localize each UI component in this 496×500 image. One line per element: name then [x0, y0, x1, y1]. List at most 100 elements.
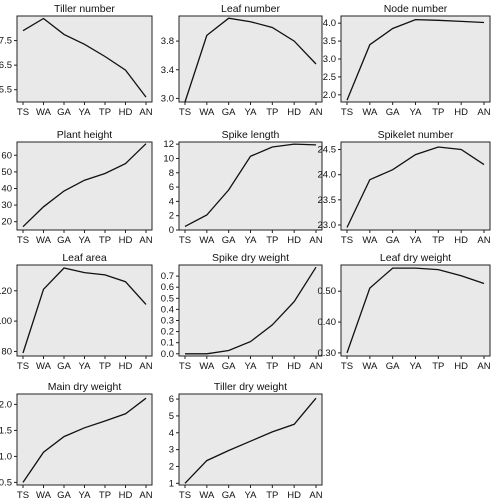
panel-title: Main dry weight — [48, 381, 122, 393]
y-tick-label: 2.5 — [323, 72, 336, 83]
x-tick-label: GA — [57, 107, 71, 118]
x-tick-label: WA — [199, 490, 215, 500]
y-tick-label: 3.8 — [161, 36, 174, 47]
x-tick-label: TS — [17, 107, 29, 118]
x-tick-label: YA — [410, 235, 423, 246]
y-tick-label: 0.2 — [161, 327, 174, 338]
panel-frame — [178, 264, 323, 357]
y-tick-label: 20 — [1, 217, 12, 228]
x-tick-label: TS — [17, 235, 29, 246]
x-tick-label: HD — [119, 361, 133, 372]
panel-frame — [16, 15, 153, 103]
y-tick-label: 40 — [1, 183, 12, 194]
series-line — [185, 266, 317, 355]
panel-title: Spike length — [222, 129, 280, 141]
panel-frame — [16, 141, 153, 231]
panel-title: Tiller number — [54, 3, 115, 15]
y-tick-label: 2 — [169, 461, 174, 472]
x-tick-label: HD — [287, 361, 301, 372]
x-tick-label: WA — [36, 107, 52, 118]
x-tick-label: HD — [119, 235, 133, 246]
y-tick-label: 5 — [169, 411, 174, 422]
x-tick-label: AN — [139, 107, 152, 118]
x-tick-label: AN — [477, 235, 490, 246]
x-tick-label: TP — [266, 490, 278, 500]
x-tick-label: WA — [199, 235, 215, 246]
x-tick-label: YA — [79, 107, 92, 118]
y-tick-label: 3.0 — [323, 54, 336, 65]
series-line — [22, 143, 147, 228]
panel-frame — [178, 15, 323, 103]
y-tick-label: 0.5 — [0, 477, 12, 488]
y-tick-label: 2 — [169, 211, 174, 222]
y-tick-label: 24.0 — [318, 170, 337, 181]
series-line — [22, 267, 147, 354]
x-tick-label: TS — [17, 490, 29, 500]
x-tick-label: TS — [341, 361, 353, 372]
y-tick-label: 10 — [163, 153, 174, 164]
y-tick-label: 12 — [163, 139, 174, 150]
x-tick-label: TP — [266, 361, 278, 372]
x-tick-label: WA — [36, 490, 52, 500]
x-tick-label: WA — [199, 361, 215, 372]
y-tick-label: 0.6 — [161, 282, 174, 293]
panel-frame — [178, 141, 323, 231]
x-tick-label: TP — [432, 107, 444, 118]
x-tick-label: GA — [386, 361, 400, 372]
x-tick-label: HD — [287, 235, 301, 246]
y-tick-label: 3 — [169, 445, 174, 456]
series-line — [346, 146, 485, 228]
y-tick-label: 7.5 — [0, 36, 12, 47]
y-tick-label: 8 — [169, 168, 174, 179]
y-tick-label: 2.0 — [323, 90, 336, 101]
x-tick-label: WA — [362, 361, 378, 372]
x-tick-label: GA — [57, 361, 71, 372]
x-tick-label: GA — [57, 235, 71, 246]
panel-title: Leaf dry weight — [380, 252, 451, 264]
x-tick-label: AN — [309, 107, 322, 118]
x-tick-label: TS — [341, 235, 353, 246]
x-tick-label: AN — [139, 490, 152, 500]
panel-title: Leaf number — [221, 3, 280, 15]
series-line — [346, 267, 485, 354]
x-tick-label: AN — [477, 361, 490, 372]
y-tick-label: 0 — [169, 225, 174, 236]
x-tick-label: TP — [266, 107, 278, 118]
y-tick-label: 4 — [169, 428, 174, 439]
panel-frame — [340, 141, 491, 231]
x-tick-label: TS — [341, 107, 353, 118]
x-tick-label: WA — [36, 235, 52, 246]
y-tick-label: 4.0 — [323, 18, 336, 29]
x-tick-label: GA — [222, 107, 236, 118]
y-tick-label: 6 — [169, 394, 174, 405]
x-tick-label: TS — [17, 361, 29, 372]
series-line — [184, 143, 317, 227]
y-tick-label: 3.5 — [323, 36, 336, 47]
x-tick-label: TP — [99, 107, 111, 118]
panel-frame — [16, 264, 153, 357]
x-tick-label: YA — [79, 490, 92, 500]
x-tick-label: TS — [179, 490, 191, 500]
y-tick-label: 50 — [1, 167, 12, 178]
x-tick-label: GA — [222, 490, 236, 500]
x-tick-label: HD — [287, 107, 301, 118]
x-tick-label: YA — [245, 361, 258, 372]
x-tick-label: GA — [386, 235, 400, 246]
x-tick-label: WA — [362, 107, 378, 118]
x-tick-label: TP — [99, 235, 111, 246]
y-tick-label: 1 — [169, 478, 174, 489]
y-tick-label: 0.4 — [161, 304, 174, 315]
series-line — [22, 17, 147, 98]
panel-title: Leaf area — [62, 252, 107, 264]
panel-frame — [16, 393, 153, 486]
y-tick-label: 23.5 — [318, 195, 337, 206]
x-tick-label: YA — [245, 490, 258, 500]
y-tick-label: 2.0 — [0, 399, 12, 410]
y-tick-label: 0.50 — [318, 286, 337, 297]
x-tick-label: WA — [36, 361, 52, 372]
x-tick-label: AN — [309, 361, 322, 372]
x-tick-label: HD — [454, 107, 468, 118]
y-tick-label: 0.1 — [161, 338, 174, 349]
x-tick-label: GA — [222, 235, 236, 246]
